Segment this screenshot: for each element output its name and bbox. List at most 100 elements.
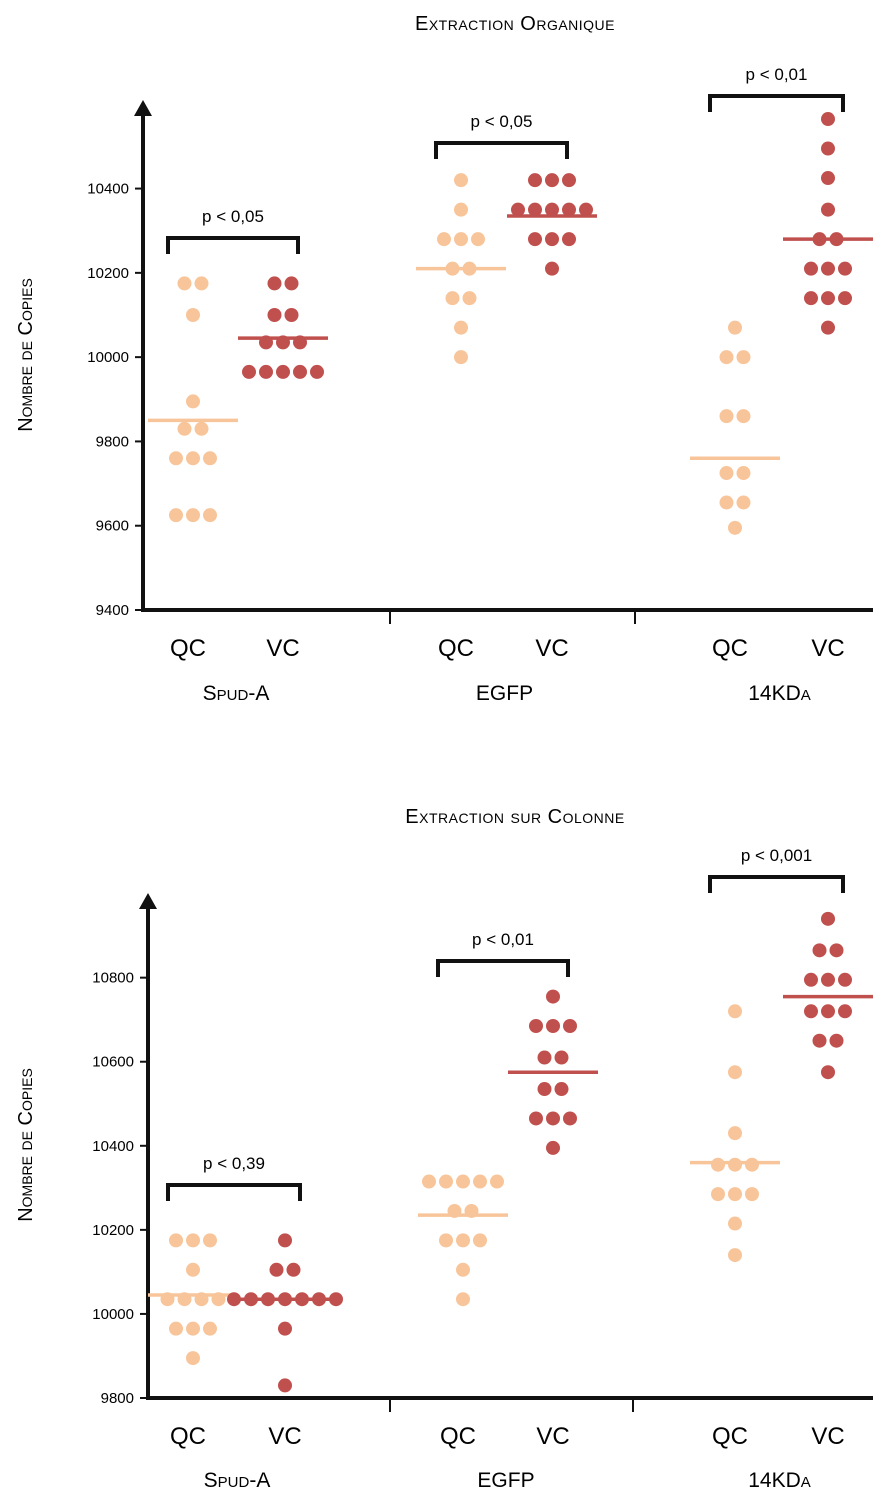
condition-label: VC	[535, 635, 568, 662]
data-point-qc	[437, 232, 451, 247]
condition-label: VC	[266, 635, 299, 662]
condition-label: QC	[440, 1423, 476, 1450]
data-point-vc	[267, 308, 282, 322]
data-point-vc	[278, 1233, 292, 1248]
data-point-vc	[562, 232, 576, 247]
data-point-qc	[728, 1157, 742, 1172]
data-point-vc	[562, 202, 576, 217]
data-point-vc	[511, 202, 525, 217]
y-axis-arrow	[134, 100, 152, 116]
data-point-qc	[454, 173, 468, 188]
data-point-vc	[829, 943, 844, 958]
data-point-qc	[728, 320, 742, 335]
data-point-vc	[546, 1140, 560, 1155]
p-value-label: p < 0,05	[202, 207, 264, 226]
data-point-vc	[562, 173, 576, 188]
y-axis-label: Nombre de Copies	[15, 278, 37, 432]
data-point-vc	[563, 1111, 577, 1126]
data-point-qc	[445, 291, 460, 306]
condition-label: VC	[811, 1423, 844, 1450]
data-point-qc	[203, 451, 217, 466]
data-point-qc	[456, 1262, 470, 1277]
data-point-vc	[278, 1321, 292, 1336]
data-point-qc	[439, 1174, 453, 1189]
data-point-vc	[267, 276, 282, 291]
data-point-qc	[439, 1233, 453, 1248]
data-point-qc	[203, 1233, 217, 1248]
data-point-vc	[821, 141, 835, 156]
data-point-vc	[812, 943, 827, 958]
data-point-vc	[821, 291, 835, 306]
p-value-label: p < 0,01	[472, 930, 534, 949]
data-point-qc	[454, 232, 468, 247]
data-point-vc	[528, 173, 542, 188]
data-point-qc	[456, 1174, 470, 1189]
data-point-qc	[186, 394, 200, 409]
significance-bracket	[436, 959, 570, 977]
data-point-vc	[812, 1033, 827, 1048]
data-point-vc	[821, 972, 835, 987]
data-point-vc	[829, 1033, 844, 1048]
data-point-qc	[169, 451, 183, 466]
significance-bracket	[708, 94, 845, 112]
data-point-qc	[736, 409, 751, 424]
significance-bracket	[708, 875, 845, 893]
data-point-qc	[203, 508, 217, 523]
y-axis-label: Nombre de Copies	[15, 1068, 37, 1222]
chart-title: Extraction sur Colonne	[405, 806, 624, 828]
data-point-qc	[454, 202, 468, 217]
data-point-vc	[284, 276, 299, 291]
condition-label: VC	[811, 635, 844, 662]
chart-title: Extraction Organique	[415, 13, 615, 35]
data-point-qc	[736, 466, 751, 481]
data-point-qc	[736, 350, 751, 365]
condition-label: VC	[268, 1423, 301, 1450]
data-point-qc	[177, 421, 192, 436]
data-point-vc	[269, 1262, 284, 1277]
data-point-vc	[821, 171, 835, 186]
condition-label: QC	[712, 635, 748, 662]
data-point-vc	[545, 261, 559, 276]
data-point-qc	[728, 1126, 742, 1141]
data-point-qc	[745, 1157, 759, 1172]
data-point-vc	[545, 173, 559, 188]
data-point-vc	[284, 308, 299, 322]
data-point-vc	[546, 989, 560, 1004]
data-point-vc	[821, 202, 835, 217]
group-label: 14KDa	[748, 682, 811, 705]
data-point-qc	[194, 421, 209, 436]
data-point-vc	[821, 911, 835, 926]
y-tick-label: 9800	[101, 1390, 134, 1407]
data-point-vc	[563, 1019, 577, 1033]
data-point-vc	[821, 1004, 835, 1019]
data-point-qc	[177, 276, 192, 291]
condition-label: QC	[170, 1423, 206, 1450]
data-point-vc	[821, 1065, 835, 1080]
data-point-vc	[821, 112, 835, 127]
data-point-qc	[169, 1321, 183, 1336]
condition-label: QC	[712, 1423, 748, 1450]
data-point-qc	[473, 1174, 487, 1189]
data-point-qc	[456, 1233, 470, 1248]
condition-label: VC	[536, 1423, 569, 1450]
data-point-vc	[227, 1292, 241, 1307]
data-point-qc	[745, 1187, 759, 1202]
data-point-vc	[528, 232, 542, 247]
data-point-vc	[259, 364, 273, 379]
data-point-vc	[293, 364, 307, 379]
data-point-qc	[422, 1174, 436, 1189]
data-point-qc	[186, 508, 200, 523]
y-tick-label: 9400	[96, 602, 129, 619]
data-point-qc	[194, 276, 209, 291]
p-value-label: p < 0,39	[203, 1154, 265, 1173]
significance-bracket	[166, 1183, 302, 1201]
data-point-vc	[804, 261, 818, 276]
data-point-qc	[719, 495, 734, 510]
data-point-vc	[310, 364, 324, 379]
data-point-vc	[804, 291, 818, 306]
data-point-qc	[711, 1187, 725, 1202]
data-point-vc	[546, 1019, 560, 1033]
data-point-vc	[242, 364, 256, 379]
y-tick-label: 10000	[92, 1306, 134, 1323]
